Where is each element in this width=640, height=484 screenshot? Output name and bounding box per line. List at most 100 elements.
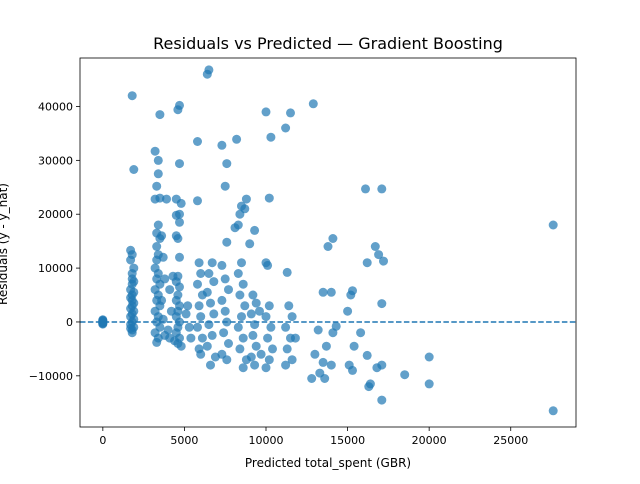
data-point xyxy=(127,91,137,101)
data-point xyxy=(307,374,317,383)
data-point xyxy=(548,406,558,416)
data-point xyxy=(326,360,336,370)
data-point xyxy=(238,279,248,289)
data-point xyxy=(261,363,271,373)
data-point xyxy=(379,256,388,266)
data-point xyxy=(248,290,258,300)
data-point xyxy=(160,274,170,284)
data-point xyxy=(224,285,233,295)
data-point xyxy=(235,344,245,354)
data-point xyxy=(193,279,202,289)
data-point xyxy=(326,287,336,297)
data-point xyxy=(348,286,357,296)
data-point xyxy=(217,140,227,150)
data-point xyxy=(232,134,242,144)
data-point xyxy=(173,105,183,115)
data-point xyxy=(264,355,274,365)
data-point xyxy=(150,146,160,156)
data-point xyxy=(193,196,202,206)
data-point xyxy=(175,217,184,227)
x-tick-label: 10000 xyxy=(249,434,284,447)
data-point xyxy=(184,322,194,332)
data-point xyxy=(362,258,372,268)
x-tick-label: 25000 xyxy=(493,434,528,447)
data-point xyxy=(175,282,184,292)
data-point xyxy=(364,382,374,392)
y-axis-label: Residuals (y - y_hat) xyxy=(0,183,10,305)
data-point xyxy=(207,330,217,340)
data-point xyxy=(377,299,387,309)
data-point xyxy=(308,99,318,109)
data-point xyxy=(209,277,219,287)
data-point xyxy=(287,312,297,322)
x-tick-label: 0 xyxy=(99,434,106,447)
data-point xyxy=(233,269,243,278)
data-point xyxy=(377,360,387,370)
data-point xyxy=(250,360,260,370)
data-point xyxy=(238,333,248,343)
data-point xyxy=(217,295,227,305)
data-point xyxy=(219,328,229,338)
data-point xyxy=(264,301,274,311)
data-point xyxy=(202,287,212,297)
data-point xyxy=(281,123,291,133)
data-point xyxy=(282,267,292,277)
data-point xyxy=(150,194,160,204)
data-point xyxy=(328,234,338,243)
data-point xyxy=(126,255,136,265)
y-tick-label: 0 xyxy=(66,316,73,329)
data-point xyxy=(235,209,245,219)
data-point xyxy=(240,301,250,311)
data-point xyxy=(235,290,245,300)
data-point xyxy=(222,237,232,247)
data-point xyxy=(222,355,232,365)
data-point xyxy=(261,107,271,117)
data-point xyxy=(238,363,248,373)
data-point xyxy=(165,285,175,295)
data-point xyxy=(264,193,274,203)
data-point xyxy=(282,344,292,354)
data-point xyxy=(157,295,167,305)
data-point xyxy=(548,220,558,230)
chart-title: Residuals vs Predicted — Gradient Boosti… xyxy=(153,34,503,53)
y-tick-label: 40000 xyxy=(38,100,73,113)
data-point xyxy=(313,325,323,335)
data-point xyxy=(318,287,328,297)
data-point xyxy=(162,194,171,204)
data-point xyxy=(193,322,202,332)
data-point xyxy=(220,306,230,316)
data-point xyxy=(202,69,212,79)
data-point xyxy=(175,159,184,169)
data-point xyxy=(207,258,217,268)
data-point xyxy=(157,231,167,241)
data-point xyxy=(250,225,260,235)
x-tick-label: 20000 xyxy=(412,434,447,447)
data-point xyxy=(153,155,163,165)
data-point xyxy=(248,330,258,340)
data-point xyxy=(153,169,163,179)
data-point xyxy=(286,108,295,118)
data-point xyxy=(310,349,320,359)
plot-frame xyxy=(79,57,577,428)
data-point xyxy=(196,312,206,322)
data-point xyxy=(129,165,139,174)
data-point xyxy=(204,269,214,278)
data-point xyxy=(263,260,273,270)
data-point xyxy=(206,298,215,308)
data-point xyxy=(261,312,271,322)
data-point xyxy=(176,198,186,208)
data-point xyxy=(181,309,191,319)
data-point xyxy=(245,239,255,249)
data-point xyxy=(170,336,180,346)
data-point xyxy=(175,252,184,262)
data-point xyxy=(241,194,251,204)
data-point xyxy=(246,309,256,319)
data-point xyxy=(256,349,266,359)
data-point xyxy=(194,258,204,268)
data-point xyxy=(251,341,261,351)
data-point xyxy=(126,323,136,333)
data-point xyxy=(400,370,410,380)
data-point xyxy=(152,337,162,347)
data-point xyxy=(281,322,291,332)
